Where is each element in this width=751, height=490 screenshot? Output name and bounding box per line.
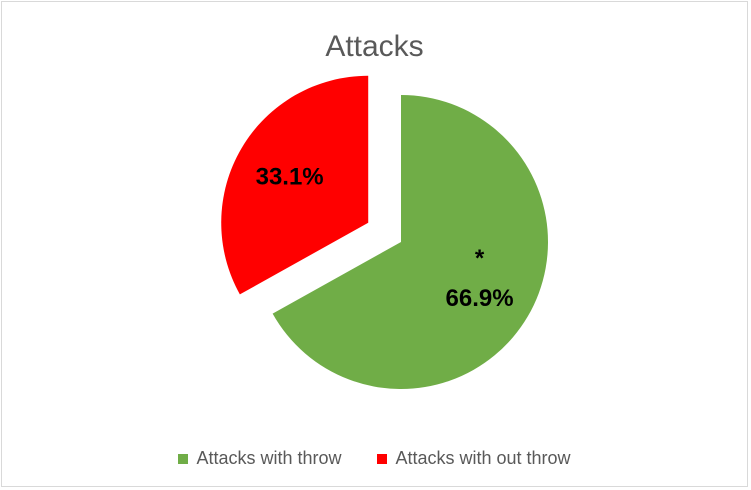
data-label: 66.9%: [446, 285, 514, 312]
legend-label: Attacks with throw: [196, 448, 342, 468]
legend-swatch-green: [178, 453, 189, 464]
pie-slice-attacks-without-throw: [221, 75, 369, 295]
legend: Attacks with throw Attacks with out thro…: [2, 448, 747, 469]
significance-marker: *: [475, 245, 485, 272]
legend-swatch-red: [377, 453, 388, 464]
legend-item-attacks-with-throw: Attacks with throw: [178, 448, 341, 469]
pie-slice-attacks-with-throw: [272, 95, 548, 389]
pie-slices: [221, 75, 548, 389]
pie-labels: 66.9% * 33.1%: [256, 164, 514, 313]
legend-item-attacks-without-throw: Attacks with out throw: [377, 448, 571, 469]
data-label: 33.1%: [256, 164, 324, 191]
chart-title: Attacks: [325, 30, 424, 63]
legend-label: Attacks with out throw: [395, 448, 571, 468]
